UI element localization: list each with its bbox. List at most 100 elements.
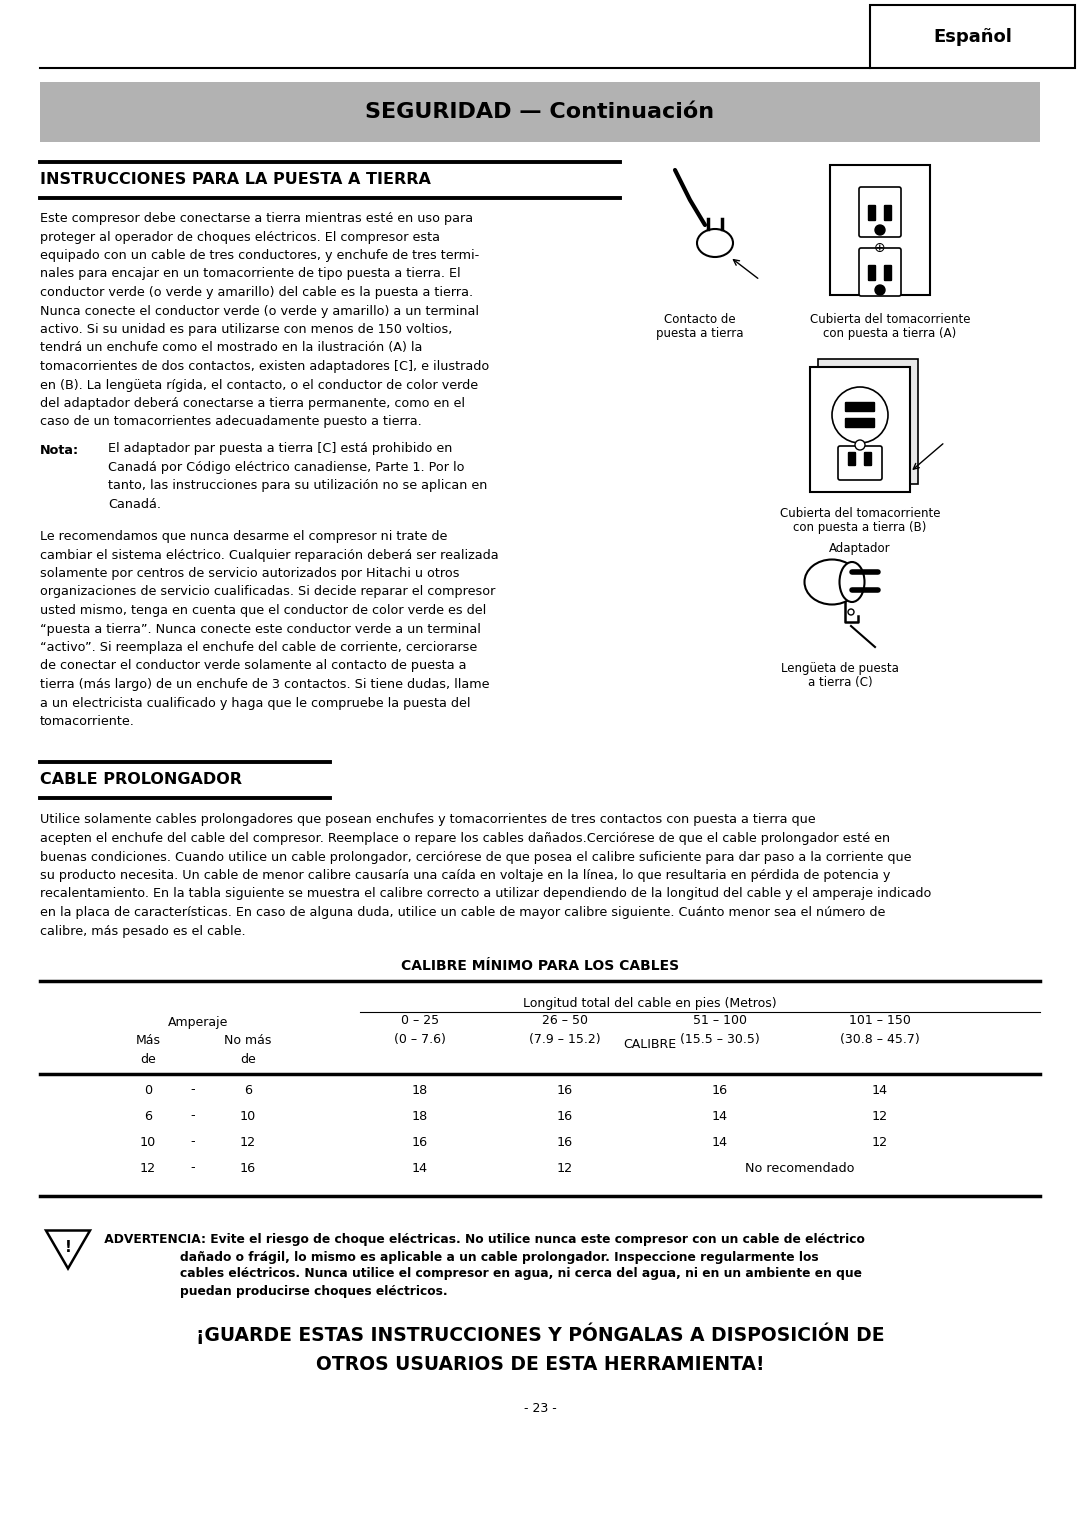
FancyBboxPatch shape [864,452,872,466]
Text: puesta a tierra: puesta a tierra [657,327,744,341]
Text: con puesta a tierra (A): con puesta a tierra (A) [823,327,957,341]
Text: Canadá.: Canadá. [108,498,161,510]
Circle shape [832,387,888,443]
Text: 16: 16 [240,1161,256,1175]
Text: 16: 16 [411,1135,428,1149]
Text: dañado o frágil, lo mismo es aplicable a un cable prolongador. Inspeccione regul: dañado o frágil, lo mismo es aplicable a… [180,1250,819,1264]
FancyBboxPatch shape [846,402,875,411]
Text: cambiar el sistema eléctrico. Cualquier reparación deberá ser realizada: cambiar el sistema eléctrico. Cualquier … [40,549,499,561]
Bar [40,83,1040,142]
Text: de: de [140,1053,156,1067]
Text: 14: 14 [411,1161,428,1175]
Text: 14: 14 [872,1083,888,1097]
Text: “activo”. Si reemplaza el enchufe del cable de corriente, cerciorarse: “activo”. Si reemplaza el enchufe del ca… [40,642,477,654]
Text: puedan producirse choques eléctricos.: puedan producirse choques eléctricos. [180,1285,447,1297]
Text: !: ! [65,1241,71,1254]
Text: Lengüeta de puesta: Lengüeta de puesta [781,662,899,675]
FancyBboxPatch shape [859,248,901,296]
Text: caso de un tomacorrientes adecuadamente puesto a tierra.: caso de un tomacorrientes adecuadamente … [40,416,422,428]
Text: usted mismo, tenga en cuenta que el conductor de color verde es del: usted mismo, tenga en cuenta que el cond… [40,604,486,617]
Text: en (B). La lengüeta rígida, el contacto, o el conductor de color verde: en (B). La lengüeta rígida, el contacto,… [40,379,478,391]
Text: 10: 10 [240,1109,256,1123]
Text: 0 – 25: 0 – 25 [401,1015,440,1027]
Text: 6: 6 [144,1109,152,1123]
Text: del adaptador deberá conectarse a tierra permanente, como en el: del adaptador deberá conectarse a tierra… [40,397,465,410]
Text: 0: 0 [144,1083,152,1097]
Text: Español: Español [933,28,1012,46]
Text: 51 – 100: 51 – 100 [693,1015,747,1027]
Bar [810,367,910,492]
FancyBboxPatch shape [859,186,901,237]
Text: su producto necesita. Un cable de menor calibre causaría una caída en voltaje en: su producto necesita. Un cable de menor … [40,869,890,882]
Text: 16: 16 [557,1135,573,1149]
Bar [831,165,930,295]
Text: Canadá por Código eléctrico canadiense, Parte 1. Por lo: Canadá por Código eléctrico canadiense, … [108,460,464,474]
Text: 101 – 150: 101 – 150 [849,1015,910,1027]
Text: Cubierta del tomacorriente: Cubierta del tomacorriente [780,507,941,520]
Text: 10: 10 [140,1135,157,1149]
Text: Longitud total del cable en pies (Metros): Longitud total del cable en pies (Metros… [523,996,777,1010]
Text: - 23 -: - 23 - [524,1401,556,1415]
Text: buenas condiciones. Cuando utilice un cable prolongador, cerciórese de que posea: buenas condiciones. Cuando utilice un ca… [40,851,912,863]
Text: ¡GUARDE ESTAS INSTRUCCIONES Y PÓNGALAS A DISPOSICIÓN DE: ¡GUARDE ESTAS INSTRUCCIONES Y PÓNGALAS A… [195,1323,885,1345]
Text: -: - [191,1161,195,1175]
Text: 16: 16 [557,1109,573,1123]
Text: -: - [191,1109,195,1123]
Text: 12: 12 [140,1161,157,1175]
Text: tendrá un enchufe como el mostrado en la ilustración (A) la: tendrá un enchufe como el mostrado en la… [40,341,422,354]
Text: a tierra (C): a tierra (C) [808,675,873,689]
Text: ⊕: ⊕ [874,241,886,255]
Text: Nota:: Nota: [40,445,79,457]
Bar [818,359,918,484]
Text: -: - [191,1135,195,1149]
FancyBboxPatch shape [885,205,891,220]
Text: tomacorriente.: tomacorriente. [40,715,135,727]
Text: a un electricista cualificado y haga que le compruebe la puesta del: a un electricista cualificado y haga que… [40,697,471,709]
Text: 16: 16 [712,1083,728,1097]
Text: -: - [191,1083,195,1097]
Circle shape [875,286,885,295]
Text: equipado con un cable de tres conductores, y enchufe de tres termi-: equipado con un cable de tres conductore… [40,249,480,261]
Text: 18: 18 [411,1083,428,1097]
Text: INSTRUCCIONES PARA LA PUESTA A TIERRA: INSTRUCCIONES PARA LA PUESTA A TIERRA [40,173,431,188]
Text: Le recomendamos que nunca desarme el compresor ni trate de: Le recomendamos que nunca desarme el com… [40,530,447,542]
Text: (0 – 7.6): (0 – 7.6) [394,1033,446,1045]
Text: 14: 14 [712,1109,728,1123]
Text: El adaptador par puesta a tierra [C] está prohibido en: El adaptador par puesta a tierra [C] est… [108,442,453,455]
Text: (15.5 – 30.5): (15.5 – 30.5) [680,1033,760,1045]
Ellipse shape [839,562,864,602]
Text: No recomendado: No recomendado [745,1161,854,1175]
Text: No más: No más [225,1034,272,1048]
Text: Adaptador: Adaptador [829,542,891,555]
Text: cables eléctricos. Nunca utilice el compresor en agua, ni cerca del agua, ni en : cables eléctricos. Nunca utilice el comp… [180,1268,862,1280]
Text: (30.8 – 45.7): (30.8 – 45.7) [840,1033,920,1045]
Circle shape [855,440,865,451]
Text: 12: 12 [240,1135,256,1149]
Text: 26 – 50: 26 – 50 [542,1015,588,1027]
Text: CALIBRE MÍNIMO PARA LOS CABLES: CALIBRE MÍNIMO PARA LOS CABLES [401,960,679,973]
Text: Contacto de: Contacto de [664,313,735,325]
Text: Utilice solamente cables prolongadores que posean enchufes y tomacorrientes de t: Utilice solamente cables prolongadores q… [40,813,815,827]
Text: 18: 18 [411,1109,428,1123]
Text: Nunca conecte el conductor verde (o verde y amarillo) a un terminal: Nunca conecte el conductor verde (o verd… [40,304,480,318]
Text: 6: 6 [244,1083,252,1097]
FancyBboxPatch shape [846,419,875,428]
Circle shape [848,610,854,614]
Text: 12: 12 [872,1109,888,1123]
Text: nales para encajar en un tomacorriente de tipo puesta a tierra. El: nales para encajar en un tomacorriente d… [40,267,461,281]
Text: Cubierta del tomacorriente: Cubierta del tomacorriente [810,313,970,325]
Text: tanto, las instrucciones para su utilización no se aplican en: tanto, las instrucciones para su utiliza… [108,478,487,492]
Text: recalentamiento. En la tabla siguiente se muestra el calibre correcto a utilizar: recalentamiento. En la tabla siguiente s… [40,888,931,900]
Text: solamente por centros de servicio autorizados por Hitachi u otros: solamente por centros de servicio autori… [40,567,459,581]
Text: de conectar el conductor verde solamente al contacto de puesta a: de conectar el conductor verde solamente… [40,660,467,672]
Text: acepten el enchufe del cable del compresor. Reemplace o repare los cables dañado: acepten el enchufe del cable del compres… [40,833,890,845]
Text: Más: Más [135,1034,161,1048]
FancyBboxPatch shape [849,452,855,466]
Text: ADVERTENCIA: Evite el riesgo de choque eléctricas. No utilice nunca este compres: ADVERTENCIA: Evite el riesgo de choque e… [100,1233,865,1247]
Text: proteger al operador de choques eléctricos. El compresor esta: proteger al operador de choques eléctric… [40,231,440,243]
Ellipse shape [805,559,860,605]
Bar [870,5,1075,69]
Text: Amperaje: Amperaje [167,1016,228,1028]
FancyBboxPatch shape [838,446,882,480]
Text: OTROS USUARIOS DE ESTA HERRAMIENTA!: OTROS USUARIOS DE ESTA HERRAMIENTA! [315,1355,765,1375]
